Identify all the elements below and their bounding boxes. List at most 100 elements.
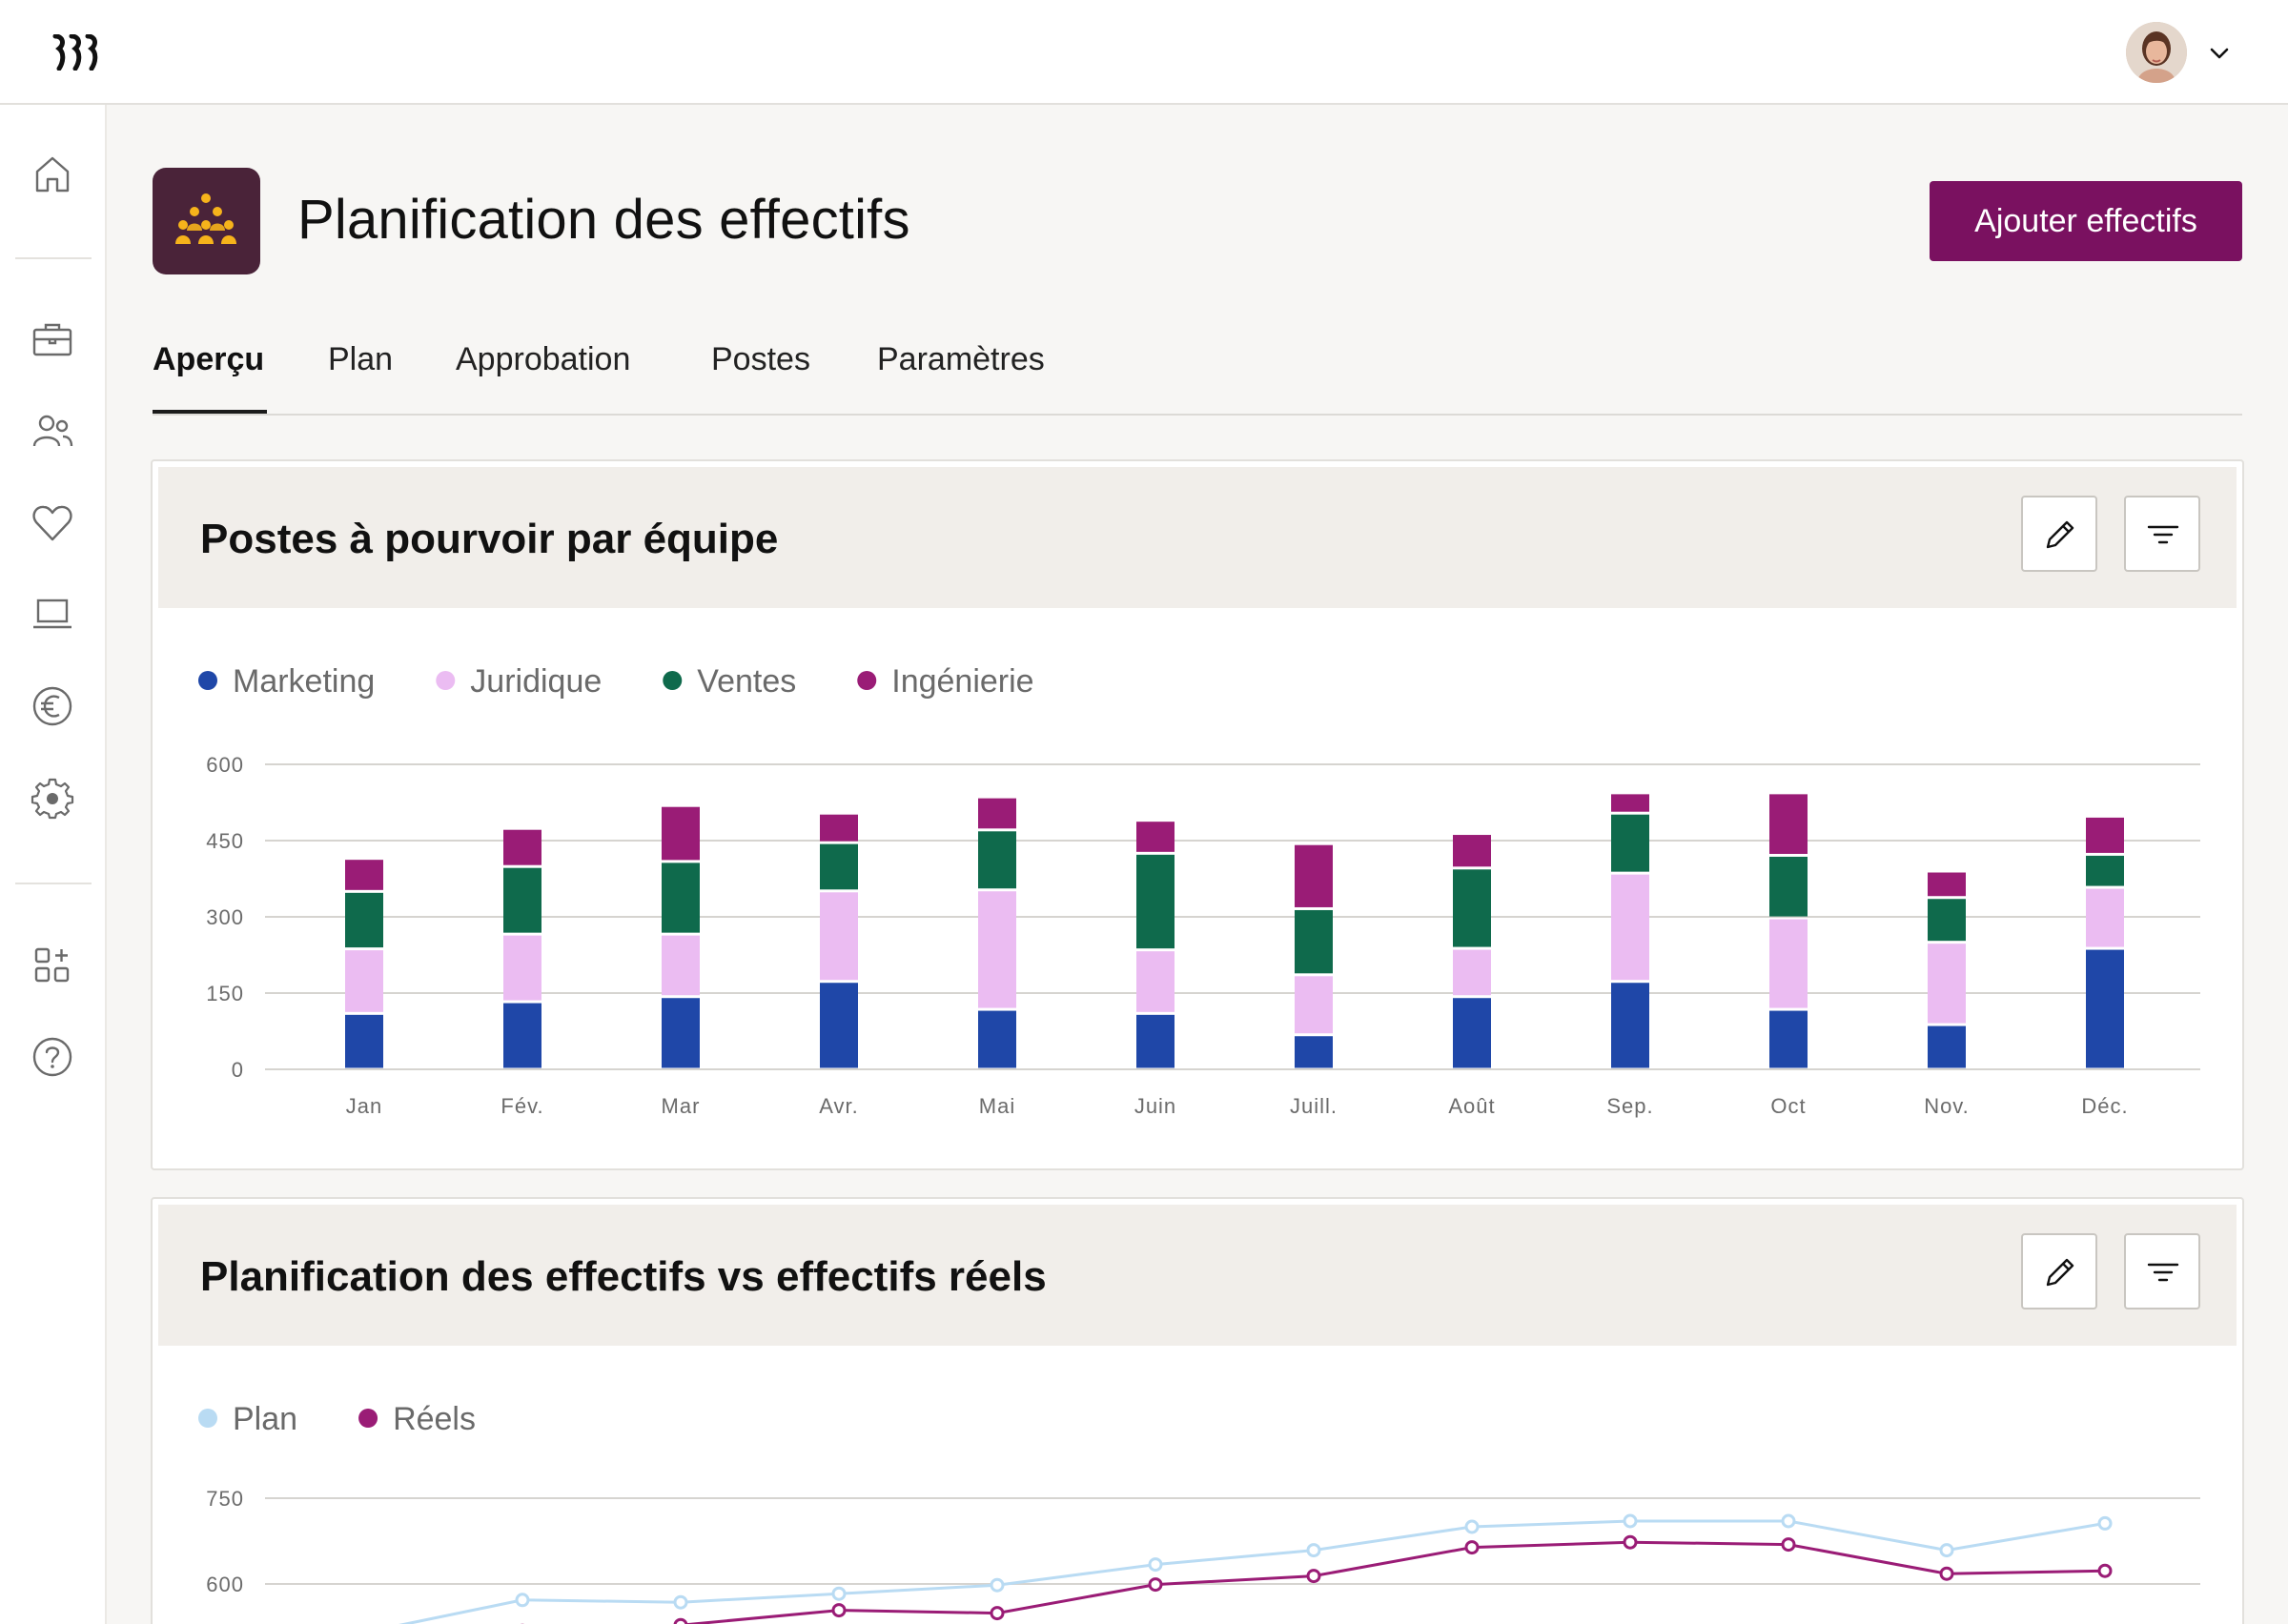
bar-segment — [1295, 976, 1333, 1034]
bar-segment — [978, 891, 1016, 1008]
legend-dot — [358, 1409, 378, 1428]
user-avatar[interactable] — [2126, 22, 2187, 83]
series-point — [831, 1603, 847, 1618]
tab-plan[interactable]: Plan — [328, 341, 394, 377]
card-header: Postes à pourvoir par équipe — [158, 467, 2237, 608]
legend-dot — [663, 671, 683, 690]
tab-postes[interactable]: Postes — [711, 341, 810, 377]
series-point — [990, 1606, 1005, 1621]
sidebar — [0, 105, 107, 1624]
bar-segment — [2086, 817, 2124, 853]
bar-segment — [345, 892, 383, 948]
bar-segment — [662, 998, 700, 1068]
edit-button[interactable] — [2021, 496, 2097, 572]
bar-segment — [2086, 855, 2124, 886]
bar-segment — [1928, 872, 1966, 897]
tab-parametres[interactable]: Paramètres — [877, 341, 1045, 377]
bar-segment — [820, 983, 858, 1068]
bar-segment — [1136, 1014, 1175, 1068]
card-header: Planification des effectifs vs effectifs… — [158, 1205, 2237, 1346]
bar-segment — [662, 806, 700, 861]
pencil-icon — [2046, 520, 2074, 549]
bar-segment — [1769, 1010, 1808, 1068]
x-tick-label: Sep. — [1606, 1094, 1653, 1118]
bar-segment — [345, 950, 383, 1012]
stacked-bar-chart: Marketing Juridique Ventes Ingénierie 0 150 30… — [198, 663, 2200, 1118]
bar-segment — [503, 867, 541, 933]
series-point — [2097, 1515, 2113, 1531]
home-icon[interactable] — [31, 152, 74, 196]
series-point — [831, 1586, 847, 1601]
active-tab-indicator — [153, 410, 267, 414]
x-tick-label: Mai — [979, 1094, 1015, 1118]
bar-segment — [1928, 1025, 1966, 1068]
open-positions-card: Postes à pourvoir par équipe Marketing Ju… — [151, 459, 2244, 1170]
sidebar-divider — [15, 883, 92, 884]
bar-segment — [1453, 949, 1491, 996]
series-point — [1148, 1577, 1163, 1593]
bar-segment — [1295, 909, 1333, 974]
people-icon[interactable] — [31, 410, 74, 454]
bar-segment — [1453, 998, 1491, 1068]
gear-icon[interactable] — [31, 776, 74, 820]
bar-segment — [345, 860, 383, 890]
laptop-icon[interactable] — [31, 593, 74, 637]
series-point — [1781, 1513, 1796, 1529]
tab-approbation[interactable]: Approbation — [456, 341, 631, 377]
tab-bar: Aperçu Plan Approbation Postes Paramètre… — [153, 334, 2242, 416]
bar-segment — [1611, 983, 1649, 1068]
bar-segment — [1769, 856, 1808, 917]
x-tick-label: Avr. — [819, 1094, 859, 1118]
card-title: Planification des effectifs vs effectifs… — [200, 1253, 1047, 1300]
bar-segment — [1611, 814, 1649, 872]
y-tick-label: 450 — [206, 829, 244, 853]
series-point — [1623, 1513, 1638, 1529]
chevron-down-icon[interactable] — [2208, 42, 2231, 65]
bar-segment — [1295, 844, 1333, 907]
x-tick-label: Août — [1448, 1094, 1495, 1118]
euro-icon[interactable] — [31, 684, 74, 728]
top-bar — [0, 0, 2288, 105]
edit-button[interactable] — [2021, 1233, 2097, 1309]
bar-segment — [1928, 944, 1966, 1024]
page-title: Planification des effectifs — [297, 189, 910, 251]
bar-segment — [1769, 794, 1808, 854]
x-tick-label: Nov. — [1924, 1094, 1970, 1118]
y-tick-label: 600 — [206, 753, 244, 777]
briefcase-icon[interactable] — [31, 318, 74, 362]
bar-segment — [503, 1003, 541, 1068]
help-icon[interactable] — [31, 1035, 74, 1079]
bar-segment — [1136, 951, 1175, 1012]
rippling-logo-icon[interactable] — [51, 33, 103, 71]
series-point — [1306, 1569, 1321, 1584]
legend-label: Marketing — [233, 663, 375, 700]
legend-dot — [198, 671, 217, 690]
card-title: Postes à pourvoir par équipe — [200, 516, 779, 562]
x-tick-label: Juill. — [1290, 1094, 1338, 1118]
y-tick-label: 600 — [206, 1573, 244, 1596]
bar-segment — [345, 1014, 383, 1068]
apps-icon[interactable] — [31, 944, 74, 987]
bar-segment — [978, 831, 1016, 889]
bar-segment — [2086, 949, 2124, 1068]
x-tick-label: Fév. — [500, 1094, 543, 1118]
legend-label: Juridique — [470, 663, 602, 700]
bar-segment — [1453, 835, 1491, 867]
x-tick-label: Jan — [346, 1094, 382, 1118]
filter-button[interactable] — [2124, 496, 2200, 572]
tab-apercu[interactable]: Aperçu — [153, 341, 265, 377]
bar-segment — [1453, 869, 1491, 947]
heart-icon[interactable] — [31, 501, 74, 545]
bar-segment — [820, 892, 858, 981]
legend-dot — [198, 1409, 217, 1428]
y-tick-label: 300 — [206, 905, 244, 929]
add-headcount-button[interactable]: Ajouter effectifs — [1930, 181, 2242, 261]
y-tick-label: 150 — [206, 982, 244, 1005]
series-point — [1464, 1519, 1480, 1534]
people-group-icon — [153, 168, 260, 274]
legend-label: Réels — [393, 1401, 476, 1437]
series-point — [515, 1593, 530, 1608]
series-point — [673, 1594, 688, 1610]
filter-button[interactable] — [2124, 1233, 2200, 1309]
sidebar-divider — [15, 257, 92, 259]
